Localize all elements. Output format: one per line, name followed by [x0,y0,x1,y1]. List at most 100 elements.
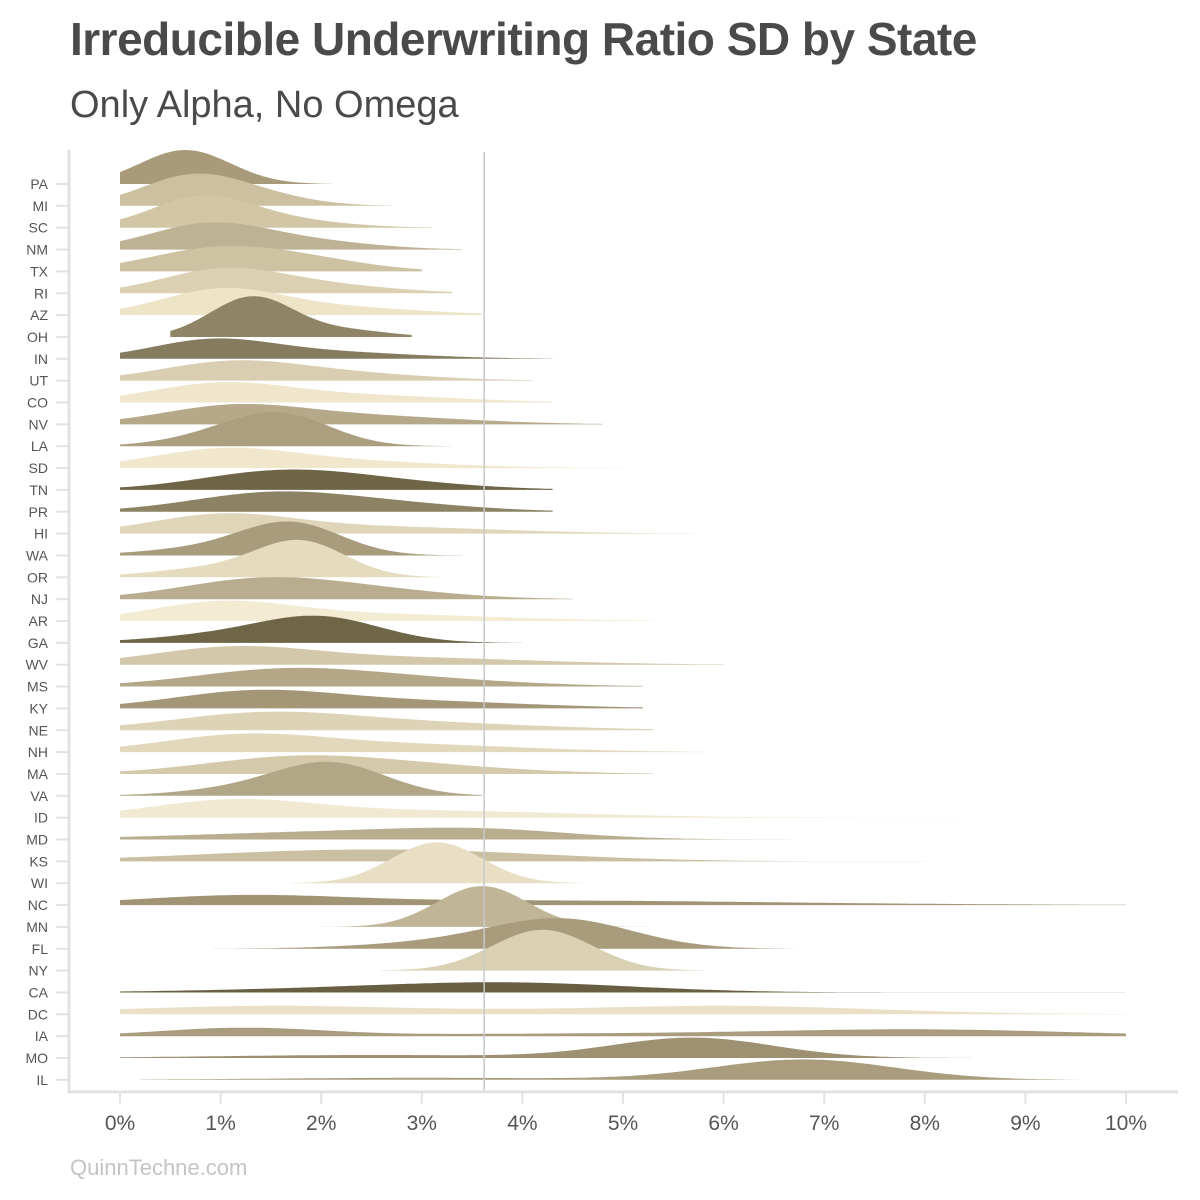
ridge-nh [120,733,704,753]
y-label-ma: MA [27,766,49,782]
y-label-ar: AR [29,613,48,629]
ridge-pr [120,491,553,512]
ridge-ky [120,689,644,709]
ridge-il [140,1059,1127,1080]
x-tick-label: 6% [708,1112,738,1135]
ridge-dc [120,1005,1126,1015]
y-label-ca: CA [29,984,49,1000]
ridge-id [120,799,965,818]
ridge-wi [291,842,583,884]
y-label-ms: MS [27,679,48,695]
source-caption: QuinnTechne.com [70,1155,248,1180]
ridge-ga [120,615,523,643]
y-label-wi: WI [31,875,48,891]
y-label-tn: TN [29,482,48,498]
ridge-nj [120,577,573,600]
chart-subtitle: Only Alpha, No Omega [70,84,459,126]
y-label-pr: PR [29,504,48,520]
x-tick-label: 7% [809,1112,839,1135]
ridge-hi [120,513,694,534]
y-label-nj: NJ [31,591,48,607]
ridge-co [120,382,553,403]
y-label-nc: NC [28,897,48,913]
y-label-oh: OH [27,329,48,345]
y-axis-labels: PA MI SC NM TX RI AZ OH IN UT CO NV LA SD TN PR HI WA OR NJ… [25,176,69,1088]
y-label-or: OR [27,569,48,585]
x-tick-label: 0% [105,1112,135,1135]
y-label-fl: FL [32,941,49,957]
ridge-in [120,338,553,359]
x-axis-ticks: 0% 1% 2% 3% 4% 5% 6% 7% 8% 9% 10% [105,1091,1147,1135]
ridge-ks [120,849,925,862]
x-tick-label: 5% [608,1112,638,1135]
ridge-nc [120,894,1126,906]
y-label-ky: KY [29,700,48,716]
ridge-nv [120,404,603,425]
y-label-az: AZ [30,307,48,323]
y-label-mi: MI [32,198,48,214]
ridge-wa [120,521,462,556]
y-label-wv: WV [25,657,48,673]
y-label-ks: KS [29,853,48,869]
x-tick-label: 9% [1010,1112,1040,1135]
ridge-ms [120,667,644,687]
ridge-pa [120,150,332,184]
ridge-sd [120,447,623,469]
ridge-ne [120,711,654,731]
y-label-ny: NY [29,963,49,979]
ridge-nm [120,222,462,250]
y-label-sd: SD [29,460,48,476]
y-label-hi: HI [34,526,48,542]
ridge-md [120,827,825,840]
ridge-az [120,287,483,316]
ridge-ut [120,360,533,381]
y-label-ne: NE [29,722,48,738]
y-label-mo: MO [25,1050,48,1066]
y-label-ut: UT [29,373,48,389]
ridge-ri [120,267,452,294]
y-label-in: IN [34,351,48,367]
y-label-nh: NH [28,744,48,760]
y-label-la: LA [31,438,49,454]
ridge-oh [170,296,412,337]
y-label-ri: RI [34,285,48,301]
x-tick-label: 10% [1105,1112,1147,1135]
ridge-tn [120,469,553,490]
x-tick-label: 2% [306,1112,336,1135]
x-tick-label: 4% [507,1112,537,1135]
x-tick-label: 8% [910,1112,940,1135]
y-label-md: MD [26,832,48,848]
ridge-va [120,761,483,796]
y-label-pa: PA [30,176,48,192]
ridge-mo [120,1037,1046,1058]
ridge-wv [120,646,724,665]
y-label-nm: NM [26,242,48,258]
ridge-ny [381,929,704,971]
y-label-dc: DC [28,1006,48,1022]
chart-title: Irreducible Underwriting Ratio SD by Sta… [70,13,977,65]
ridge-fl [120,918,794,949]
y-label-nv: NV [29,416,49,432]
y-label-sc: SC [29,220,48,236]
ridge-la [120,412,452,447]
ridge-or [120,539,442,578]
ridge-mn [321,886,704,927]
ridge-ma [120,755,654,774]
y-label-tx: TX [30,263,49,279]
y-label-il: IL [36,1072,48,1088]
y-label-ga: GA [28,635,49,651]
ridge-sc [120,195,432,228]
y-label-ia: IA [35,1028,49,1044]
y-label-wa: WA [26,547,49,563]
y-label-id: ID [34,810,48,826]
x-tick-label: 1% [205,1112,235,1135]
ridge-ca [120,982,1126,993]
ridge-tx [120,245,422,272]
ridges-layer [120,150,1127,1080]
y-label-mn: MN [26,919,48,935]
y-label-va: VA [30,788,48,804]
x-tick-label: 3% [407,1112,437,1135]
ridge-ar [120,600,654,621]
y-label-co: CO [27,395,48,411]
